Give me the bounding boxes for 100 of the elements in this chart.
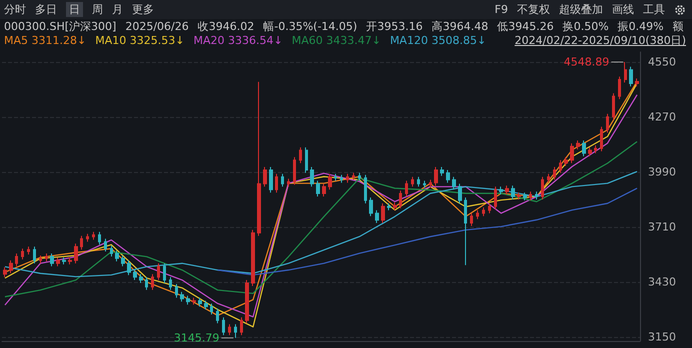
candlestick — [440, 166, 444, 176]
text: 画线 — [612, 2, 634, 17]
candlestick — [387, 202, 391, 211]
candlestick — [210, 303, 213, 315]
candlestick — [98, 231, 101, 246]
candlestick — [417, 176, 420, 188]
text: 3508.85↓ — [431, 34, 486, 47]
text: 振0.49% — [618, 18, 664, 34]
y-tick-label: 3430 — [648, 276, 676, 289]
candlestick — [3, 266, 7, 278]
candlestick — [305, 146, 308, 174]
candlestick — [121, 254, 125, 267]
candlestick — [56, 256, 60, 267]
candlestick — [553, 166, 556, 180]
candlestick — [570, 142, 574, 164]
candlestick — [606, 113, 609, 134]
candlestick — [62, 256, 66, 265]
candlestick — [45, 253, 48, 262]
candlestick — [576, 140, 580, 150]
y-tick-label: 3710 — [648, 220, 676, 234]
candlestick — [257, 81, 261, 236]
text: 换0.50% — [562, 18, 609, 34]
candlestick — [27, 246, 30, 255]
candlestick — [535, 191, 538, 200]
candlestick — [529, 191, 532, 201]
candlestick — [50, 253, 54, 267]
text: 3325.53↓ — [130, 34, 184, 47]
candlestick — [470, 212, 473, 226]
candlestick — [86, 233, 89, 242]
candlestick — [452, 176, 456, 190]
candlestick — [157, 262, 160, 281]
text: 工具 — [643, 2, 665, 17]
candlestick — [629, 66, 633, 87]
candlestick — [216, 308, 219, 324]
text: MA5 — [4, 34, 30, 47]
candlestick — [381, 202, 385, 224]
line-series — [217, 188, 638, 276]
candlestick — [15, 253, 18, 267]
candlestick — [163, 262, 166, 284]
candlestick — [559, 160, 562, 174]
candlestick — [458, 183, 462, 204]
y-tick-label: 4270 — [648, 110, 676, 124]
candlestick — [511, 185, 515, 200]
candlestick — [281, 173, 284, 188]
candlestick — [127, 260, 131, 276]
candlestick — [505, 185, 509, 196]
text: 超级叠加 — [559, 2, 603, 17]
text: 更多 — [132, 2, 154, 17]
chart-title: 000300.SH[沪深300] — [4, 18, 116, 34]
text: MA120 — [390, 34, 429, 47]
candlestick — [582, 140, 586, 157]
text: 高3964.48 — [432, 18, 488, 34]
annotation: 3145.79 — [174, 331, 220, 344]
candlestick — [287, 178, 290, 188]
candlestick — [139, 274, 143, 284]
candlestick — [499, 186, 503, 196]
candlestick — [328, 173, 332, 190]
text: 收3946.02 — [198, 18, 254, 34]
candlestick — [316, 180, 320, 197]
candlestick — [564, 156, 568, 167]
candlestick — [464, 196, 467, 266]
text: MA20 — [193, 34, 226, 47]
candlestick — [594, 144, 597, 154]
text: 3433.47↓ — [326, 34, 381, 47]
candlestick — [192, 297, 196, 306]
candlestick — [175, 283, 178, 298]
text: MA10 — [95, 34, 128, 47]
y-tick-label: 4550 — [648, 55, 676, 68]
candlestick — [222, 316, 225, 336]
text: 3336.54↓ — [228, 34, 283, 47]
candlestick — [33, 246, 36, 264]
candlestick — [411, 176, 414, 188]
text: F9 — [494, 3, 508, 16]
candlestick — [39, 254, 42, 264]
candlestick — [21, 248, 24, 260]
candlestick — [612, 92, 615, 120]
candlestick — [364, 174, 367, 204]
candlestick — [434, 166, 438, 186]
candlestick — [234, 324, 237, 338]
candlestick — [588, 146, 592, 157]
line-series — [4, 170, 638, 278]
candlestick — [523, 192, 527, 201]
text: 日 — [66, 2, 83, 17]
candlestick — [635, 78, 639, 87]
candlestick — [251, 229, 255, 286]
candlestick — [624, 62, 627, 83]
candlestick — [169, 276, 172, 290]
candlestick — [541, 176, 544, 200]
candlestick — [446, 169, 450, 184]
candlestick — [240, 316, 243, 336]
text: MA60 — [292, 34, 324, 47]
candlestick — [180, 291, 184, 302]
candlestick — [352, 172, 355, 180]
candlestick — [151, 274, 154, 290]
candlestick — [80, 235, 83, 250]
text: 幅-0.35%(-14.05) — [263, 18, 358, 34]
candlestick — [115, 250, 119, 262]
candlestick — [310, 166, 314, 188]
candlestick — [322, 183, 326, 197]
line-series — [4, 141, 638, 298]
